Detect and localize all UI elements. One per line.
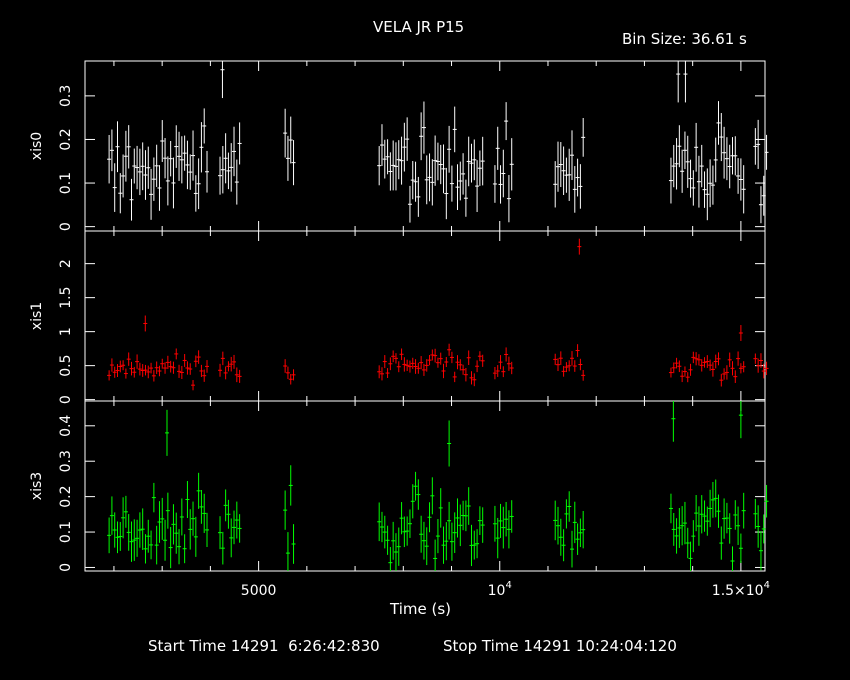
stop-time-label: Stop Time 14291 10:24:04:120: [443, 637, 677, 655]
y-tick-label: 0.2: [58, 128, 74, 150]
y-tick-label: 0.2: [58, 485, 74, 507]
bin-size-label: Bin Size: 36.61 s: [622, 30, 747, 48]
y-tick-label: 2: [58, 259, 74, 268]
y-tick-label: 0: [58, 395, 74, 404]
y-tick-label: 0.4: [58, 415, 74, 437]
y-tick-label: 0.1: [58, 172, 74, 194]
start-time-label: Start Time 14291 6:26:42:830: [148, 637, 380, 655]
panel-xis1: 0 0.5 1 1.5 2 xis1: [29, 230, 769, 404]
y-tick-label: 0: [58, 222, 74, 231]
y-tick-label: 0.1: [58, 521, 74, 543]
panel-xis3: 0 0.1 0.2 0.3 0.4 xis3: [29, 400, 769, 572]
y-axis-label: xis3: [29, 472, 45, 500]
x-tick-label: 5000: [241, 583, 277, 599]
chart-title: VELA JR P15: [373, 18, 465, 36]
panel-xis0: 0 0.1 0.2 0.3 xis0: [29, 60, 769, 232]
y-tick-label: 0.3: [58, 85, 74, 107]
x-axis-label: Time (s): [390, 600, 451, 618]
y-tick-label: 0: [58, 563, 74, 572]
x-tick-label: 104: [488, 580, 512, 599]
y-tick-label: 1.5: [58, 287, 74, 309]
y-axis-label: xis1: [29, 302, 45, 330]
panel-frame: [84, 230, 766, 402]
y-tick-label: 0.3: [58, 450, 74, 472]
y-tick-label: 1: [58, 327, 74, 336]
panel-frame: [84, 400, 766, 572]
y-axis-label: xis0: [29, 132, 45, 160]
x-tick-label: 1.5×104: [712, 580, 770, 599]
y-tick-label: 0.5: [58, 355, 74, 377]
